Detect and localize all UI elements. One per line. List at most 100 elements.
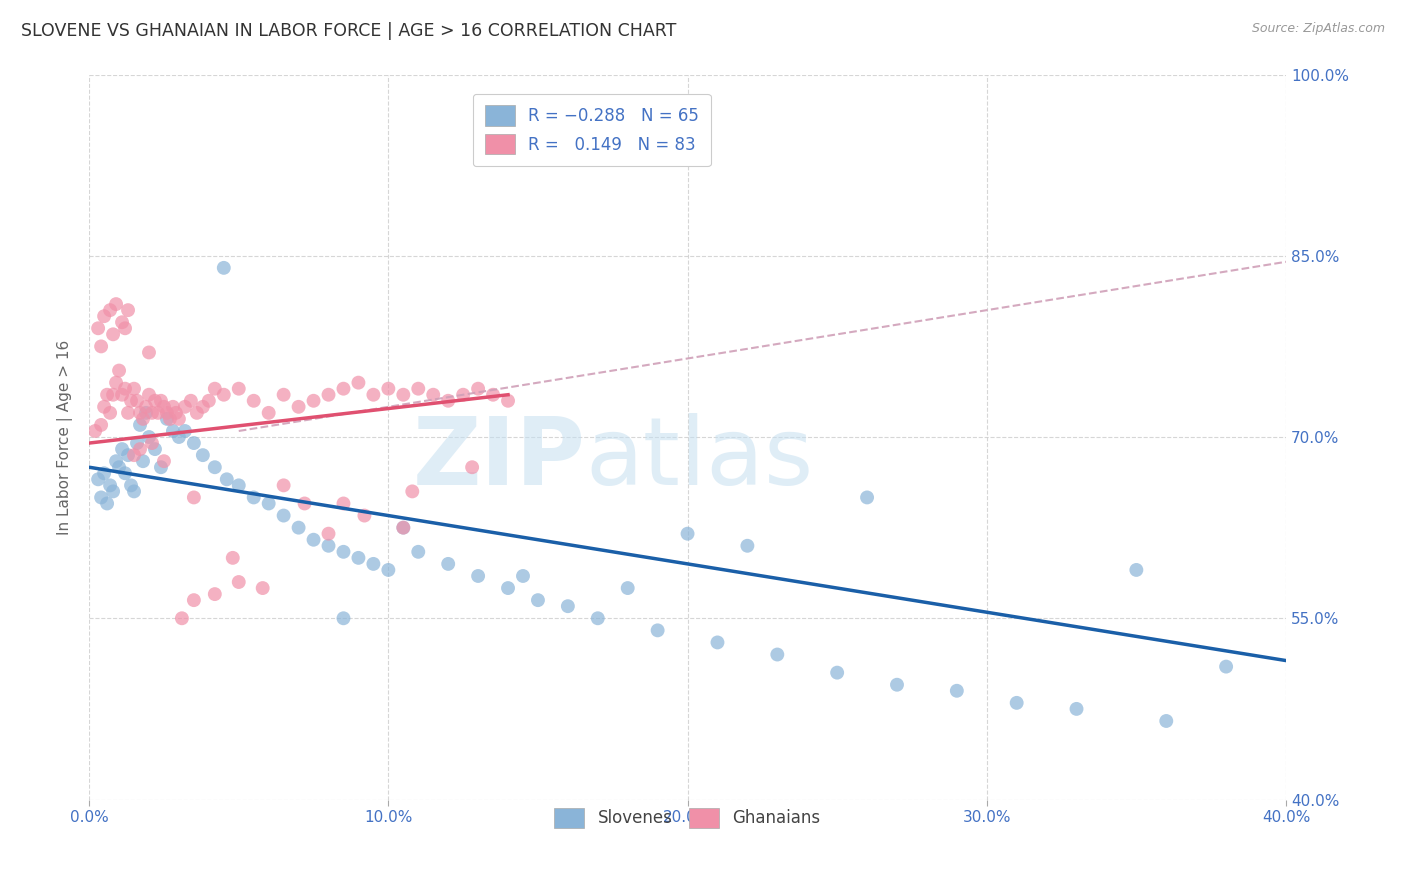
Point (108, 363, 131, 377)
Point (167, 430, 190, 444)
Point (111, 315, 134, 329)
Point (302, 393, 325, 408)
Point (149, 460, 172, 475)
Point (165, 406, 187, 420)
Point (204, 587, 226, 601)
Point (1066, 702, 1088, 716)
Point (191, 448, 214, 462)
Point (174, 424, 197, 438)
Point (143, 393, 166, 408)
Point (287, 400, 309, 414)
Point (1125, 563, 1147, 577)
Point (159, 412, 181, 426)
Point (437, 557, 460, 571)
Point (1156, 714, 1178, 728)
Point (222, 550, 245, 565)
Point (132, 454, 155, 468)
Point (84, 424, 107, 438)
Point (101, 327, 124, 342)
Point (363, 388, 385, 402)
Point (93, 309, 115, 323)
Point (886, 678, 908, 692)
Point (138, 430, 160, 444)
Point (90, 417, 112, 432)
Point (120, 478, 142, 492)
Point (138, 345, 160, 359)
Text: atlas: atlas (586, 413, 814, 505)
Point (318, 526, 340, 541)
Point (406, 545, 429, 559)
Point (198, 393, 221, 408)
Legend: Slovenes, Ghanaians: Slovenes, Ghanaians (548, 801, 827, 835)
Point (167, 412, 190, 426)
Point (392, 521, 415, 535)
Point (451, 388, 474, 402)
Point (135, 400, 157, 414)
Point (125, 393, 148, 408)
Point (153, 454, 176, 468)
Point (180, 393, 202, 408)
Point (98, 406, 121, 420)
Point (204, 460, 226, 475)
Point (101, 388, 124, 402)
Point (114, 382, 136, 396)
Point (87, 472, 110, 486)
Point (257, 406, 280, 420)
Point (174, 400, 197, 414)
Point (98, 478, 121, 492)
Point (108, 460, 131, 475)
Point (162, 400, 184, 414)
Point (135, 406, 157, 420)
Point (146, 406, 169, 420)
Point (228, 574, 250, 589)
Point (737, 539, 759, 553)
Point (191, 400, 214, 414)
Point (467, 382, 489, 396)
Point (647, 624, 669, 638)
Point (101, 484, 124, 499)
Point (302, 533, 325, 547)
Point (98, 303, 121, 318)
Point (294, 496, 316, 510)
Point (347, 376, 370, 390)
Point (129, 417, 152, 432)
Point (141, 406, 163, 420)
Point (766, 648, 789, 662)
Point (204, 382, 226, 396)
Point (332, 496, 354, 510)
Point (586, 611, 609, 625)
Point (228, 478, 250, 492)
Point (496, 581, 519, 595)
Point (153, 400, 176, 414)
Point (129, 406, 152, 420)
Point (120, 393, 142, 408)
Point (318, 388, 340, 402)
Point (347, 550, 370, 565)
Point (111, 388, 134, 402)
Point (183, 436, 205, 450)
Point (616, 581, 638, 595)
Point (122, 484, 145, 499)
Point (117, 448, 139, 462)
Point (401, 484, 423, 499)
Point (377, 563, 399, 577)
Point (273, 388, 295, 402)
Point (96, 496, 118, 510)
Point (114, 467, 136, 481)
Point (105, 454, 128, 468)
Point (228, 382, 250, 396)
Point (392, 521, 415, 535)
Point (242, 393, 264, 408)
Point (138, 388, 160, 402)
Point (482, 388, 505, 402)
Point (212, 388, 235, 402)
Point (117, 303, 139, 318)
Y-axis label: In Labor Force | Age > 16: In Labor Force | Age > 16 (58, 339, 73, 534)
Point (132, 412, 155, 426)
Point (353, 508, 375, 523)
Point (392, 388, 415, 402)
Point (856, 491, 879, 505)
Point (1215, 659, 1237, 673)
Point (512, 569, 534, 583)
Point (273, 478, 295, 492)
